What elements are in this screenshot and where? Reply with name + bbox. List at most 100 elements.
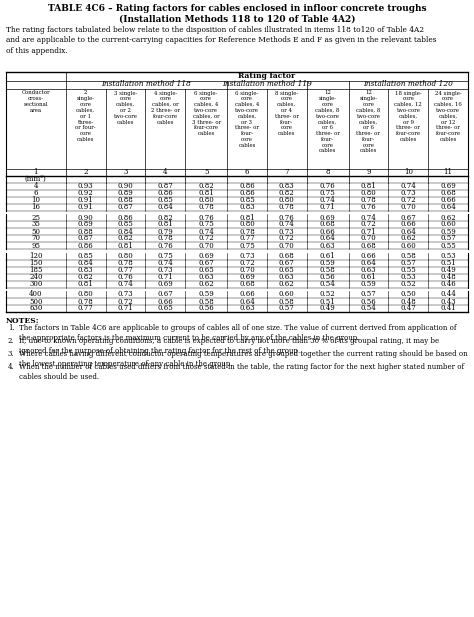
Text: 0.76: 0.76: [361, 203, 376, 211]
Text: 0.69: 0.69: [320, 213, 336, 222]
Text: 0.54: 0.54: [320, 280, 336, 288]
Text: 0.66: 0.66: [239, 291, 255, 299]
Text: 0.82: 0.82: [198, 182, 214, 190]
Text: 0.70: 0.70: [279, 241, 295, 249]
Text: 0.87: 0.87: [78, 234, 93, 242]
Text: 0.76: 0.76: [279, 213, 295, 222]
Text: 400: 400: [29, 291, 43, 299]
Text: 0.86: 0.86: [157, 189, 173, 197]
Text: 0.81: 0.81: [198, 189, 214, 197]
Text: 0.68: 0.68: [320, 220, 336, 228]
Text: 0.77: 0.77: [118, 266, 133, 274]
Text: Conductor
cross-
sectional
area: Conductor cross- sectional area: [21, 91, 50, 113]
Text: 0.59: 0.59: [320, 259, 336, 267]
Text: Rating factor: Rating factor: [238, 72, 295, 80]
Text: 240: 240: [29, 273, 43, 281]
Text: 0.79: 0.79: [157, 228, 173, 236]
Text: 0.70: 0.70: [239, 266, 255, 274]
Text: 0.55: 0.55: [401, 266, 416, 274]
Text: 0.78: 0.78: [78, 297, 93, 305]
Text: 0.68: 0.68: [361, 241, 376, 249]
Text: 0.85: 0.85: [118, 220, 133, 228]
Text: 0.53: 0.53: [440, 252, 456, 260]
Text: 0.69: 0.69: [440, 182, 456, 190]
Text: Installation method 119: Installation method 119: [222, 80, 312, 88]
Text: 0.84: 0.84: [118, 228, 133, 236]
Text: 0.69: 0.69: [198, 252, 214, 260]
Text: 2
single-
core
cables,
or 1
three-
or four-
core
cables: 2 single- core cables, or 1 three- or fo…: [75, 91, 96, 142]
Text: 0.62: 0.62: [440, 213, 456, 222]
Text: 0.80: 0.80: [239, 220, 255, 228]
Text: 0.59: 0.59: [198, 291, 214, 299]
Text: 0.46: 0.46: [440, 280, 456, 288]
Text: 0.70: 0.70: [401, 203, 416, 211]
Text: 0.62: 0.62: [401, 234, 416, 242]
Text: 0.74: 0.74: [157, 259, 173, 267]
Text: 0.77: 0.77: [239, 234, 255, 242]
Text: 0.69: 0.69: [157, 280, 173, 288]
Text: TABLE 4C6 – Rating factors for cables enclosed in infloor concrete troughs
(Inst: TABLE 4C6 – Rating factors for cables en…: [48, 4, 426, 23]
Text: 0.73: 0.73: [279, 228, 295, 236]
Text: 0.58: 0.58: [401, 252, 416, 260]
Text: 0.82: 0.82: [279, 189, 295, 197]
Text: 120: 120: [29, 252, 43, 260]
Text: 0.81: 0.81: [361, 182, 376, 190]
Text: 8 single-
core
cables,
or 4
three- or
four-
core
cables: 8 single- core cables, or 4 three- or fo…: [275, 91, 299, 136]
Text: 0.56: 0.56: [320, 273, 336, 281]
Text: 0.91: 0.91: [78, 203, 93, 211]
Text: 0.64: 0.64: [401, 228, 416, 236]
Text: Installation method 118: Installation method 118: [101, 80, 191, 88]
Text: 0.75: 0.75: [157, 252, 173, 260]
Text: 0.74: 0.74: [198, 228, 214, 236]
Text: 0.60: 0.60: [401, 241, 416, 249]
Text: 0.62: 0.62: [279, 280, 295, 288]
Text: 0.84: 0.84: [78, 259, 93, 267]
Text: 4.: 4.: [8, 363, 15, 371]
Text: 0.62: 0.62: [198, 280, 214, 288]
Text: 0.65: 0.65: [279, 266, 295, 274]
Text: 1: 1: [34, 168, 38, 176]
Text: 0.68: 0.68: [279, 252, 295, 260]
Text: 18 single-
core
cables, 12
two-core
cables,
or 9
three- or
four-core
cables: 18 single- core cables, 12 two-core cabl…: [394, 91, 422, 142]
Text: 3 single-
core
cables,
or 2
two-core
cables: 3 single- core cables, or 2 two-core cab…: [114, 91, 137, 125]
Text: 0.80: 0.80: [198, 196, 214, 204]
Text: 0.49: 0.49: [320, 305, 336, 312]
Text: 0.58: 0.58: [198, 297, 214, 305]
Text: 0.73: 0.73: [118, 291, 133, 299]
Text: 0.68: 0.68: [239, 280, 255, 288]
Text: 0.71: 0.71: [320, 203, 336, 211]
Text: 0.70: 0.70: [361, 234, 376, 242]
Text: 0.92: 0.92: [78, 189, 93, 197]
Text: 0.56: 0.56: [198, 305, 214, 312]
Text: 0.58: 0.58: [279, 297, 295, 305]
Text: 0.71: 0.71: [118, 305, 133, 312]
Text: When the number of cables used differs from those stated in the table, the ratin: When the number of cables used differs f…: [19, 363, 464, 381]
Text: 0.72: 0.72: [361, 220, 376, 228]
Text: 0.82: 0.82: [157, 213, 173, 222]
Text: 150: 150: [29, 259, 43, 267]
Text: 0.63: 0.63: [239, 305, 255, 312]
Text: 16: 16: [31, 203, 40, 211]
Text: 0.60: 0.60: [279, 291, 295, 299]
Text: 630: 630: [29, 305, 43, 312]
Text: 0.81: 0.81: [118, 241, 133, 249]
Text: (mm²): (mm²): [25, 175, 47, 183]
Text: 0.80: 0.80: [361, 189, 376, 197]
Text: 0.66: 0.66: [440, 196, 456, 204]
Text: 0.64: 0.64: [361, 259, 376, 267]
Text: 500: 500: [29, 297, 43, 305]
Text: 6: 6: [34, 189, 38, 197]
Text: 0.91: 0.91: [78, 196, 93, 204]
Text: 0.80: 0.80: [279, 196, 295, 204]
Text: Installation method 120: Installation method 120: [364, 80, 453, 88]
Text: 0.54: 0.54: [361, 305, 376, 312]
Text: 0.80: 0.80: [78, 291, 93, 299]
Text: 25: 25: [31, 213, 40, 222]
Text: 0.78: 0.78: [118, 259, 133, 267]
Text: 0.77: 0.77: [78, 305, 93, 312]
Text: 0.75: 0.75: [198, 220, 214, 228]
Text: 4: 4: [34, 182, 38, 190]
Text: 0.57: 0.57: [279, 305, 295, 312]
Text: 0.52: 0.52: [401, 280, 416, 288]
Text: 95: 95: [31, 241, 40, 249]
